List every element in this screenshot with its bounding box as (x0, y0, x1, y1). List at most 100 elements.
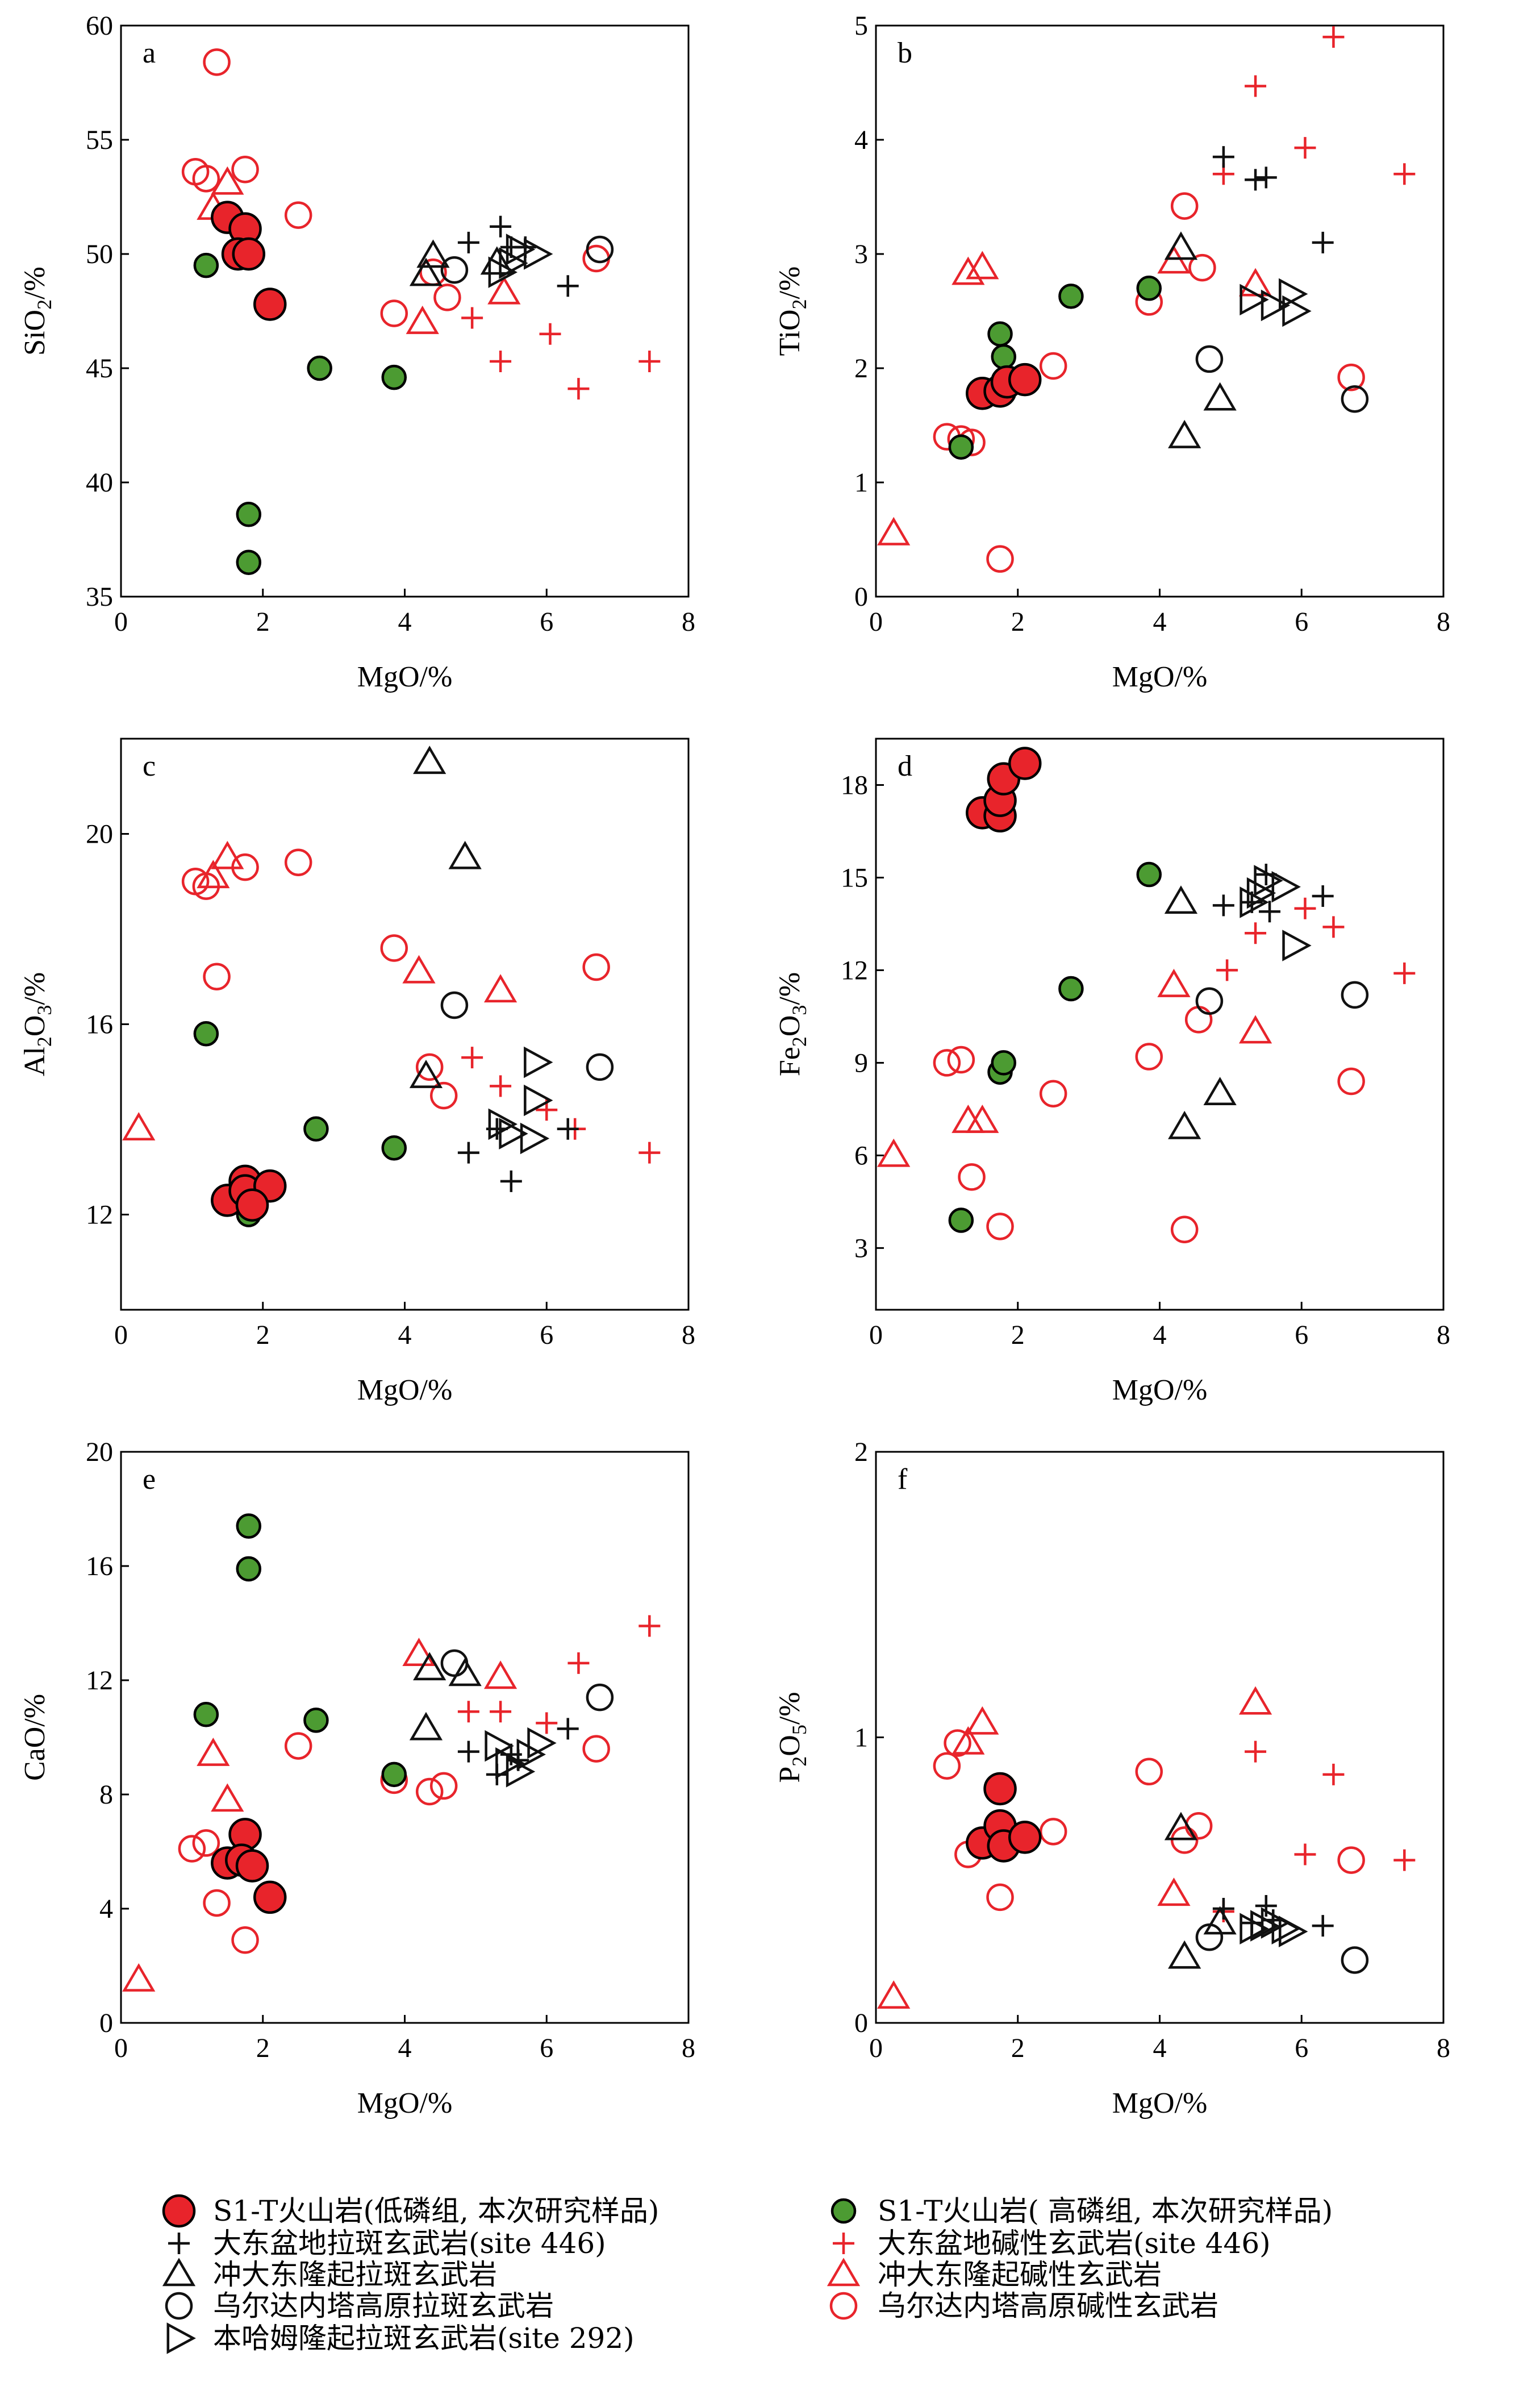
point-cdd_thol (1203, 1077, 1237, 1105)
point-urd_thol (1195, 987, 1224, 1015)
x-tick-label: 8 (682, 607, 695, 637)
panel-a: 0 2 4 6 8 35 40 45 50 55 60 a MgO/% SiO2/% (19, 11, 695, 693)
point-cdd_alk (1238, 1015, 1272, 1044)
panel-letter: e (143, 1463, 156, 1496)
point-legend-urd_thol (165, 2292, 193, 2320)
y-tick-label: 12 (86, 1665, 113, 1696)
legend-label: 乌尔达内塔高原拉斑玄武岩 (213, 2289, 554, 2322)
point-cdd_thol (409, 1059, 443, 1088)
point-ben_thol (1239, 886, 1269, 918)
plot-frame (875, 1451, 1445, 2024)
point-dd_alk (1393, 1849, 1416, 1871)
point-cdd_alk (877, 1980, 911, 2009)
point-urd_alk (1170, 1215, 1199, 1244)
series-ben_thol (1239, 278, 1312, 327)
series-dd_alk (461, 307, 661, 400)
x-tick-label: 4 (1153, 2033, 1167, 2063)
point-urd_alk (1135, 1043, 1163, 1071)
point-cdd_alk (1157, 245, 1191, 274)
point-urd_alk (1039, 352, 1067, 380)
legend-item-dd_thol: 大东盆地拉斑玄武岩(site 446) (168, 2227, 606, 2260)
y-tick-label: 16 (86, 1010, 113, 1040)
point-legend-ben_thol (166, 2322, 196, 2354)
series-s1_low (966, 363, 1042, 410)
point-cdd_alk (1238, 1686, 1272, 1715)
x-axis-label: MgO/% (357, 1374, 453, 1406)
point-cdd_thol (409, 1711, 443, 1740)
point-cdd_alk (211, 840, 244, 869)
point-urd_thol (586, 1053, 614, 1081)
point-cdd_thol (409, 257, 443, 286)
point-urd_alk (986, 1213, 1014, 1240)
y-tick-label: 4 (99, 1894, 113, 1924)
legend-item-cdd_alk: 冲大东隆起碱性玄武岩 (827, 2258, 1162, 2291)
legend-item-urd_thol: 乌尔达内塔高原拉斑玄武岩 (165, 2289, 554, 2322)
point-urd_alk (1188, 253, 1216, 282)
point-urd_alk (1337, 1067, 1365, 1096)
x-tick-label: 2 (1011, 2033, 1025, 2063)
point-s1_high (1058, 976, 1084, 1002)
point-urd_alk (433, 284, 461, 311)
y-tick-label: 18 (841, 770, 868, 800)
y-axis-label: Al2O3/% (19, 972, 56, 1076)
series-s1_high (948, 276, 1162, 460)
x-tick-label: 8 (1437, 2033, 1450, 2063)
plot-frame (120, 24, 690, 598)
point-s1_low (1008, 363, 1042, 397)
point-dd_alk (1245, 1740, 1267, 1763)
point-ben_thol (488, 1108, 518, 1140)
x-tick-label: 4 (1153, 607, 1167, 637)
x-tick-label: 2 (1011, 1320, 1025, 1350)
series-urd_thol (1195, 981, 1369, 1015)
legend: S1-T火山岩(低磷组, 本次研究样品)大东盆地拉斑玄武岩(site 446)冲… (162, 2194, 1333, 2355)
legend-item-dd_alk: 大东盆地碱性玄武岩(site 446) (833, 2227, 1271, 2260)
x-tick-label: 6 (1295, 1320, 1308, 1350)
point-ben_thol (1279, 278, 1308, 310)
point-cdd_alk (487, 276, 521, 305)
legend-item-s1_high: S1-T火山岩( 高磷组, 本次研究样品) (830, 2194, 1333, 2227)
x-tick-label: 4 (398, 607, 412, 637)
point-s1_low (983, 1772, 1017, 1806)
point-s1_high (193, 1021, 219, 1047)
point-s1_high (991, 1050, 1017, 1076)
point-cdd_alk (122, 1963, 156, 1992)
point-dd_alk (457, 1701, 479, 1723)
point-urd_thol (586, 1683, 614, 1711)
series-dd_alk (457, 1615, 661, 1734)
point-ben_thol (524, 1084, 553, 1117)
y-tick-label: 4 (854, 125, 868, 155)
legend-label: 大东盆地碱性玄武岩(site 446) (878, 2227, 1271, 2260)
point-s1_high (236, 1556, 262, 1582)
x-tick-label: 6 (540, 607, 553, 637)
x-tick-label: 8 (1437, 1320, 1450, 1350)
point-dd_alk (1393, 962, 1416, 984)
point-urd_alk (986, 1883, 1014, 1912)
point-urd_alk (284, 201, 312, 229)
series-urd_alk (178, 1732, 610, 1954)
point-urd_alk (986, 545, 1014, 573)
point-cdd_alk (402, 1638, 436, 1667)
point-s1_low (232, 237, 266, 271)
x-tick-label: 4 (1153, 1320, 1167, 1350)
series-urd_thol (440, 991, 614, 1081)
x-tick-label: 0 (114, 607, 128, 637)
series-cdd_alk (122, 840, 517, 1140)
point-dd_thol (1312, 231, 1334, 253)
y-tick-label: 12 (86, 1200, 113, 1230)
point-s1_low (1008, 747, 1042, 780)
point-dd_alk (1294, 897, 1316, 919)
point-s1_high (948, 434, 974, 460)
point-ben_thol (488, 256, 518, 288)
series-s1_low (966, 747, 1042, 833)
legend-label: 冲大东隆起拉斑玄武岩 (213, 2258, 497, 2291)
point-ben_thol (524, 238, 553, 270)
x-tick-label: 2 (256, 1320, 270, 1350)
point-cdd_thol (1164, 1812, 1198, 1840)
point-urd_alk (958, 1163, 986, 1191)
point-dd_alk (461, 307, 483, 329)
x-tick-label: 6 (540, 1320, 553, 1350)
x-tick-label: 8 (682, 2033, 695, 2063)
point-s1_high (991, 344, 1017, 370)
